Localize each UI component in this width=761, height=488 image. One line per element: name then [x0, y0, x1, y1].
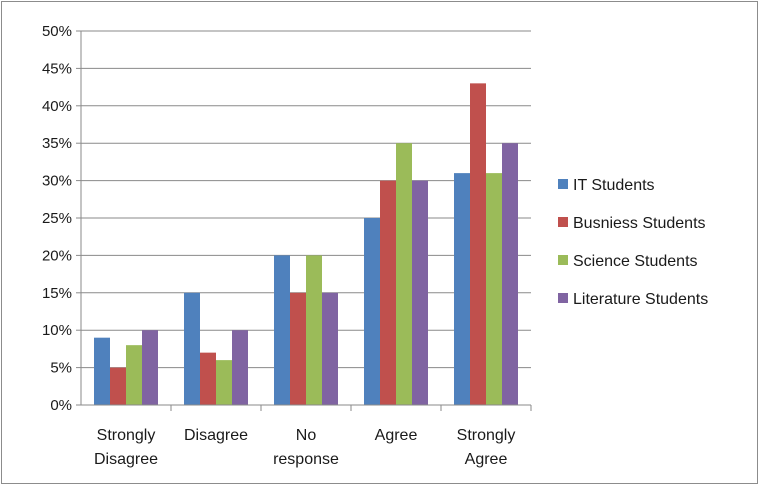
x-tick-label: Agree: [375, 427, 418, 444]
bar: [274, 255, 290, 405]
bar: [232, 330, 248, 405]
bar: [322, 292, 338, 405]
y-tick-label: 20%: [42, 247, 72, 264]
x-tick-labels: Strongly Disagree Disagree No response Agree S…: [94, 427, 515, 468]
x-tick-label: Strongly: [97, 427, 156, 444]
x-tick-label: Strongly: [457, 427, 516, 444]
bars: [94, 83, 518, 406]
legend: IT Students Busniess Students Science Stud…: [558, 177, 708, 308]
axes: [76, 30, 532, 411]
x-tick-label: No: [296, 427, 317, 444]
bar-chart: 0% 5% 10% 15% 20% 25% 30% 35% 40% 45% 50% Strongly…: [42, 23, 708, 468]
legend-label: Literature Students: [573, 291, 708, 308]
legend-swatch: [558, 217, 568, 227]
y-tick-label: 25%: [42, 210, 72, 227]
y-tick-label: 40%: [42, 98, 72, 115]
bar: [110, 367, 126, 405]
bar: [502, 143, 518, 405]
legend-swatch: [558, 255, 568, 265]
legend-label: Science Students: [573, 253, 698, 270]
legend-label: IT Students: [573, 177, 655, 194]
y-tick-label: 30%: [42, 173, 72, 190]
bar: [200, 352, 216, 405]
y-tick-label: 15%: [42, 285, 72, 302]
x-tick-label: Disagree: [184, 427, 248, 444]
bar: [216, 360, 232, 405]
bar: [94, 337, 110, 405]
bar: [412, 180, 428, 405]
bar: [142, 330, 158, 405]
x-tick-label: Disagree: [94, 451, 158, 468]
y-tick-label: 45%: [42, 60, 72, 77]
bar: [486, 173, 502, 405]
bar: [184, 292, 200, 405]
x-tick-label: response: [273, 451, 339, 468]
y-tick-label: 5%: [50, 360, 72, 377]
bar: [470, 83, 486, 406]
x-tick-label: Agree: [465, 451, 508, 468]
legend-swatch: [558, 293, 568, 303]
bar: [290, 292, 306, 405]
bar: [454, 173, 470, 405]
y-tick-label: 0%: [50, 397, 72, 414]
bar: [126, 345, 142, 405]
bar: [380, 180, 396, 405]
y-tick-label: 10%: [42, 322, 72, 339]
y-tick-labels: 0% 5% 10% 15% 20% 25% 30% 35% 40% 45% 50%: [42, 23, 72, 414]
legend-swatch: [558, 179, 568, 189]
bar: [364, 218, 380, 405]
legend-label: Busniess Students: [573, 215, 706, 232]
y-tick-label: 35%: [42, 135, 72, 152]
bar: [306, 255, 322, 405]
bar: [396, 143, 412, 405]
y-tick-label: 50%: [42, 23, 72, 40]
